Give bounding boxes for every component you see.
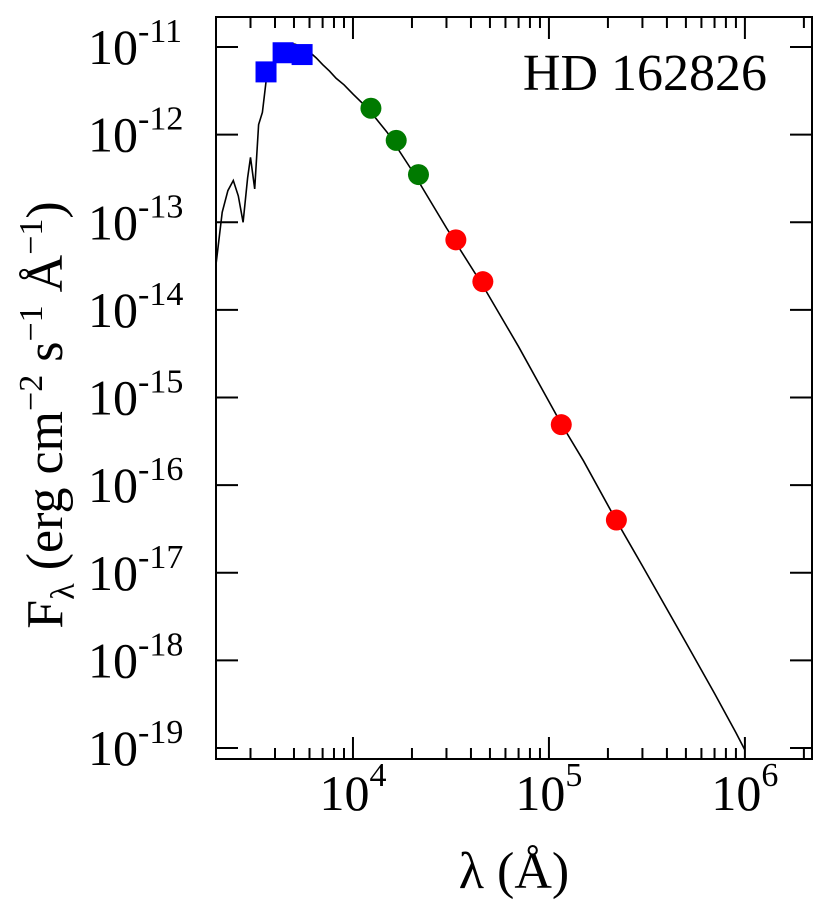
- plot-frame: [215, 16, 813, 760]
- y-tick-label: 10-12: [88, 101, 183, 163]
- x-axis-label: λ (Å): [459, 843, 569, 900]
- data-point-circle: [445, 229, 467, 251]
- y-axis-label-symbol: F: [17, 600, 74, 629]
- data-point-square: [291, 44, 313, 66]
- y-axis-label: Fλ (erg cm−2 s−1 Å−1): [13, 201, 82, 628]
- svg-text:Fλ (erg cm−2 s−1 Å−1): Fλ (erg cm−2 s−1 Å−1): [13, 201, 82, 628]
- y-tick-label: 10-14: [88, 276, 183, 338]
- data-point-square: [255, 61, 277, 83]
- y-axis-label-subscript: λ: [45, 583, 82, 600]
- data-points-layer: [255, 42, 627, 531]
- model-curve-layer: [216, 42, 746, 751]
- y-tick-label: 10-19: [88, 714, 183, 776]
- data-point-circle: [472, 271, 494, 293]
- y-tick-label: 10-15: [88, 364, 183, 426]
- data-point-circle: [550, 414, 572, 436]
- labels-layer: 104 105 106 10-11 10-12 10-13 10-14 10-15 10-16 1…: [88, 13, 778, 821]
- data-point-circle: [407, 164, 429, 186]
- y-tick-label: 10-13: [88, 188, 183, 250]
- y-tick-label: 10-11: [88, 13, 182, 75]
- chart-title: HD 162826: [523, 45, 767, 102]
- y-axis-label-units: (erg cm: [17, 411, 74, 570]
- data-point-circle: [385, 129, 407, 151]
- data-point-circle: [360, 97, 382, 119]
- y-tick-label: 10-17: [88, 539, 183, 601]
- model-curve: [216, 42, 746, 751]
- x-tick-label: 106: [711, 757, 778, 821]
- data-point-circle: [605, 509, 627, 531]
- y-tick-label: 10-16: [88, 451, 183, 513]
- y-tick-label: 10-18: [88, 626, 183, 688]
- data-point-square: [272, 42, 294, 64]
- x-tick-label: 104: [319, 757, 386, 821]
- ticks-layer: [215, 17, 812, 759]
- x-tick-label: 105: [515, 757, 582, 821]
